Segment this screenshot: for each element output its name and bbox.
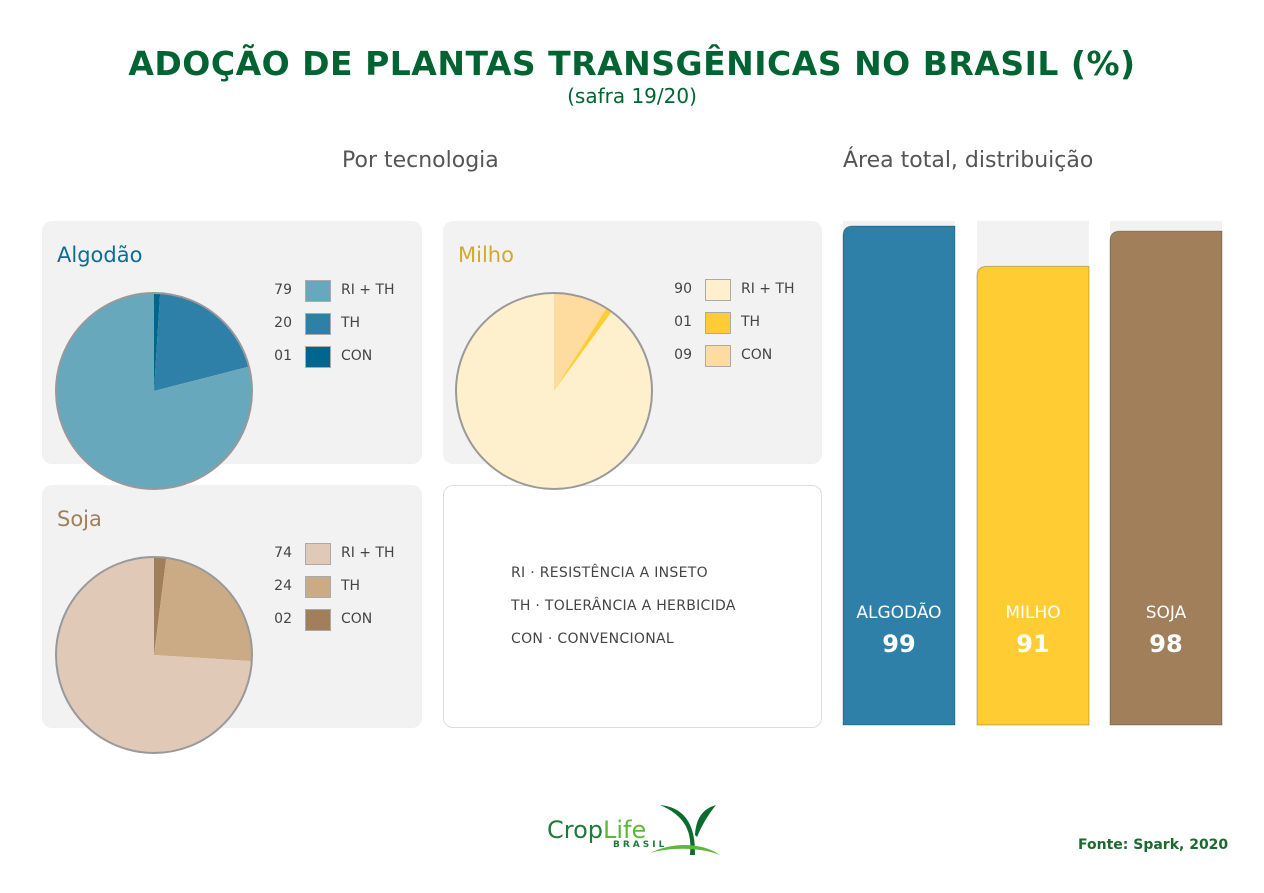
- bar-value-label: 99: [882, 630, 916, 658]
- legend-value: 74: [274, 545, 292, 561]
- legend-label: TH: [341, 315, 361, 331]
- chart-title: ADOÇÃO DE PLANTAS TRANSGÊNICAS NO BRASIL…: [128, 44, 1136, 83]
- legend-label: TH: [341, 578, 361, 594]
- pie-slice-soja-th: [154, 557, 253, 662]
- bar-category-label: SOJA: [1145, 603, 1187, 623]
- note-th: TH · TOLERÂNCIA A HERBICIDA: [511, 598, 736, 614]
- legend-swatch: [705, 279, 731, 301]
- legend-value: 02: [274, 611, 292, 627]
- croplife-logo: CropLife BRASIL: [547, 816, 668, 850]
- legend-value: 24: [274, 578, 292, 594]
- legend-label: CON: [341, 611, 373, 627]
- legend-value: 90: [674, 281, 692, 297]
- bar-category-label: MILHO: [1005, 603, 1061, 623]
- pie-slice-algodão-rith: [56, 293, 252, 489]
- pie-title-milho: Milho: [458, 243, 514, 267]
- legend-swatch: [705, 345, 731, 367]
- bar-value-label: 98: [1149, 630, 1183, 658]
- legend-label: RI + TH: [341, 282, 395, 298]
- legend-swatch: [305, 576, 331, 598]
- bar-category-label: ALGODÃO: [856, 603, 942, 623]
- legend-label: CON: [341, 348, 373, 364]
- pie-slice-milho-th: [554, 308, 612, 391]
- section-title-area: Área total, distribuição: [843, 148, 1094, 173]
- legend-swatch: [705, 312, 731, 334]
- pie-slice-milho-rith: [456, 293, 653, 490]
- pie-outline: [55, 292, 253, 490]
- pie-slice-algodão-con: [154, 293, 161, 391]
- legend-label: RI + TH: [341, 545, 395, 561]
- legend-notes-panel: RI · RESISTÊNCIA A INSETO TH · TOLERÂNCI…: [443, 485, 822, 728]
- legend-swatch: [305, 280, 331, 302]
- legend-value: 79: [274, 282, 292, 298]
- source-note: Fonte: Spark, 2020: [1078, 837, 1229, 853]
- sprout-icon: [650, 805, 720, 855]
- bar-value-label: 91: [1016, 630, 1050, 658]
- chart-subtitle: (safra 19/20): [567, 84, 697, 108]
- legend-value: 20: [274, 315, 292, 331]
- legend-swatch: [305, 543, 331, 565]
- bar-milho: [976, 265, 1090, 726]
- legend-swatch: [305, 313, 331, 335]
- note-con: CON · CONVENCIONAL: [511, 631, 674, 647]
- pie-title-soja: Soja: [57, 507, 102, 531]
- legend-value: 01: [274, 348, 292, 364]
- pie-outline: [455, 292, 653, 490]
- legend-label: RI + TH: [741, 281, 795, 297]
- legend-label: TH: [741, 314, 761, 330]
- legend-swatch: [305, 609, 331, 631]
- note-ri: RI · RESISTÊNCIA A INSETO: [511, 565, 708, 581]
- legend-label: CON: [741, 347, 773, 363]
- section-title-technology: Por tecnologia: [342, 148, 499, 173]
- bar-soja: [1109, 230, 1223, 726]
- pie-title-algodao: Algodão: [57, 243, 143, 267]
- legend-swatch: [305, 346, 331, 368]
- pie-slice-milho-con: [554, 293, 607, 391]
- pie-slice-algodão-th: [154, 293, 249, 391]
- legend-value: 09: [674, 347, 692, 363]
- pie-slice-soja-rith: [56, 557, 252, 754]
- pie-slice-soja-con: [154, 557, 167, 655]
- bar-algodão: [842, 225, 956, 726]
- legend-value: 01: [674, 314, 692, 330]
- pie-outline: [55, 556, 253, 754]
